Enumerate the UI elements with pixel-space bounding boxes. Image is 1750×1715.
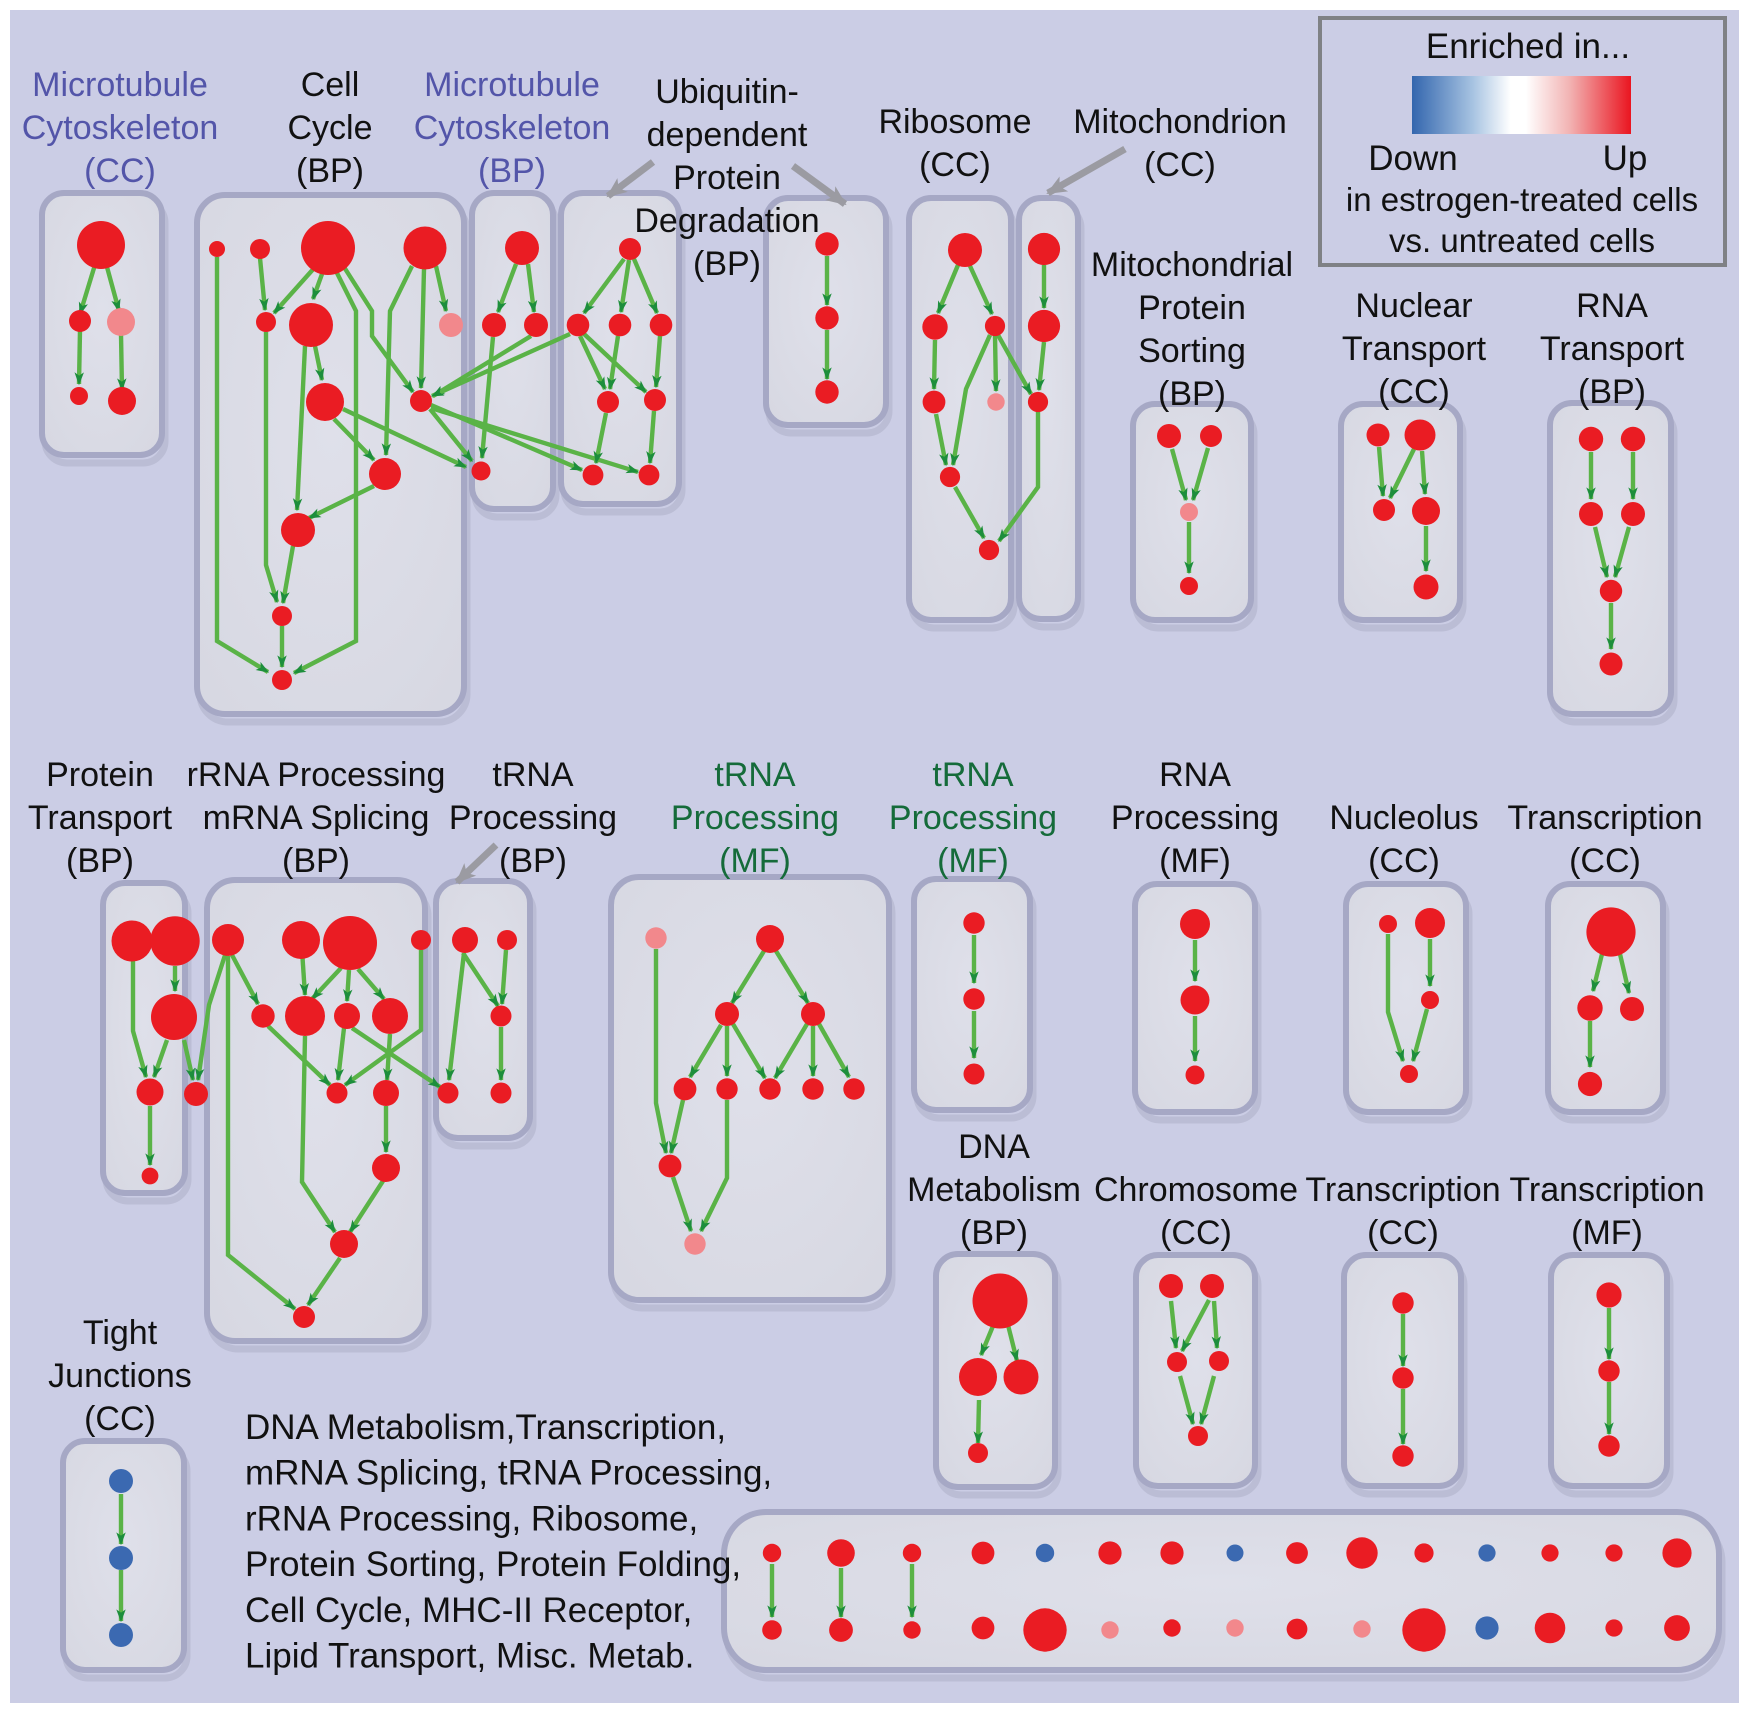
- svg-text:RNA: RNA: [1576, 287, 1648, 325]
- svg-text:(CC): (CC): [84, 152, 156, 190]
- svg-text:Cytoskeleton: Cytoskeleton: [22, 109, 219, 147]
- svg-text:vs. untreated cells: vs. untreated cells: [1389, 222, 1655, 259]
- svg-text:Sorting: Sorting: [1138, 332, 1246, 370]
- svg-text:Nucleolus: Nucleolus: [1329, 799, 1478, 837]
- svg-text:(MF): (MF): [1571, 1214, 1643, 1252]
- svg-text:Processing: Processing: [671, 799, 839, 837]
- svg-text:Junctions: Junctions: [48, 1357, 192, 1395]
- svg-text:Transcription: Transcription: [1509, 1171, 1704, 1209]
- svg-text:Microtubule: Microtubule: [424, 66, 600, 104]
- svg-text:(BP): (BP): [499, 842, 567, 880]
- svg-text:DNA: DNA: [958, 1128, 1030, 1166]
- svg-text:Cell: Cell: [301, 66, 360, 104]
- svg-text:Processing: Processing: [449, 799, 617, 837]
- svg-text:(CC): (CC): [1368, 842, 1440, 880]
- svg-text:(BP): (BP): [693, 245, 761, 283]
- svg-text:(BP): (BP): [66, 842, 134, 880]
- svg-text:Up: Up: [1603, 139, 1648, 178]
- svg-text:(CC): (CC): [1569, 842, 1641, 880]
- svg-text:Cycle: Cycle: [287, 109, 372, 147]
- svg-text:(BP): (BP): [1578, 373, 1646, 411]
- svg-text:tRNA: tRNA: [714, 756, 796, 794]
- svg-text:(MF): (MF): [937, 842, 1009, 880]
- svg-text:tRNA: tRNA: [932, 756, 1014, 794]
- svg-text:(CC): (CC): [919, 146, 991, 184]
- svg-text:(MF): (MF): [719, 842, 791, 880]
- svg-text:(BP): (BP): [282, 842, 350, 880]
- svg-text:(MF): (MF): [1159, 842, 1231, 880]
- svg-text:Microtubule: Microtubule: [32, 66, 208, 104]
- svg-text:Transport: Transport: [1540, 330, 1685, 368]
- svg-text:Transcription: Transcription: [1507, 799, 1702, 837]
- svg-text:Tight: Tight: [83, 1314, 158, 1352]
- svg-text:Degradation: Degradation: [634, 202, 819, 240]
- svg-text:tRNA: tRNA: [492, 756, 574, 794]
- svg-text:(CC): (CC): [1367, 1214, 1439, 1252]
- svg-text:(BP): (BP): [478, 152, 546, 190]
- svg-text:Ubiquitin-: Ubiquitin-: [655, 73, 799, 111]
- svg-text:Lipid Transport, Misc. Metab.: Lipid Transport, Misc. Metab.: [245, 1637, 694, 1676]
- svg-text:Enriched in...: Enriched in...: [1426, 27, 1630, 66]
- svg-text:Protein Sorting, Protein Foldi: Protein Sorting, Protein Folding,: [245, 1545, 741, 1584]
- svg-text:(CC): (CC): [1144, 146, 1216, 184]
- svg-text:dependent: dependent: [647, 116, 808, 154]
- svg-text:Processing: Processing: [889, 799, 1057, 837]
- svg-text:Protein: Protein: [46, 756, 154, 794]
- svg-text:(CC): (CC): [1378, 373, 1450, 411]
- svg-text:mRNA Splicing: mRNA Splicing: [203, 799, 430, 837]
- svg-text:(CC): (CC): [84, 1400, 156, 1438]
- svg-text:rRNA Processing: rRNA Processing: [187, 756, 446, 794]
- svg-text:Cytoskeleton: Cytoskeleton: [414, 109, 611, 147]
- svg-text:Cell Cycle, MHC-II Receptor,: Cell Cycle, MHC-II Receptor,: [245, 1591, 692, 1630]
- svg-text:in estrogen-treated cells: in estrogen-treated cells: [1346, 181, 1698, 218]
- svg-text:Transport: Transport: [28, 799, 173, 837]
- svg-text:Ribosome: Ribosome: [878, 103, 1031, 141]
- svg-text:mRNA Splicing, tRNA Processing: mRNA Splicing, tRNA Processing,: [245, 1454, 772, 1493]
- svg-text:Processing: Processing: [1111, 799, 1279, 837]
- svg-text:(BP): (BP): [1158, 375, 1226, 413]
- svg-text:Mitochondrion: Mitochondrion: [1073, 103, 1287, 141]
- svg-text:Transport: Transport: [1342, 330, 1487, 368]
- svg-text:rRNA Processing, Ribosome,: rRNA Processing, Ribosome,: [245, 1499, 698, 1538]
- svg-text:RNA: RNA: [1159, 756, 1231, 794]
- svg-text:DNA Metabolism,Transcription,: DNA Metabolism,Transcription,: [245, 1408, 726, 1447]
- svg-text:Protein: Protein: [673, 159, 781, 197]
- svg-text:Nuclear: Nuclear: [1355, 287, 1472, 325]
- svg-text:(CC): (CC): [1160, 1214, 1232, 1252]
- svg-text:Metabolism: Metabolism: [907, 1171, 1081, 1209]
- svg-text:(BP): (BP): [296, 152, 364, 190]
- svg-text:Mitochondrial: Mitochondrial: [1091, 246, 1293, 284]
- svg-text:Transcription: Transcription: [1305, 1171, 1500, 1209]
- svg-text:Chromosome: Chromosome: [1094, 1171, 1298, 1209]
- svg-text:(BP): (BP): [960, 1214, 1028, 1252]
- svg-text:Protein: Protein: [1138, 289, 1246, 327]
- svg-text:Down: Down: [1368, 139, 1457, 178]
